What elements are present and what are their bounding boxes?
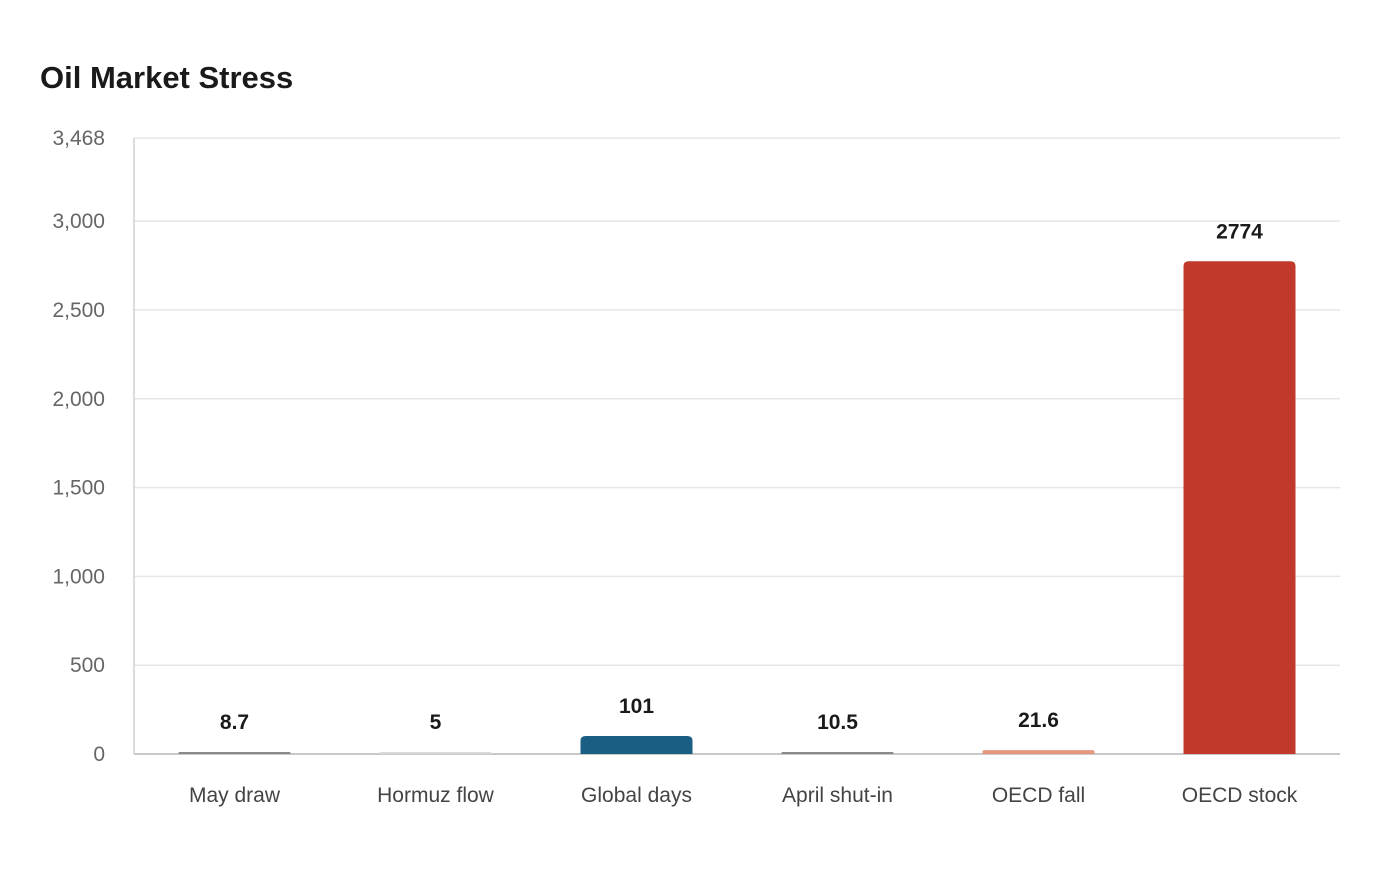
chart-title: Oil Market Stress	[40, 60, 294, 95]
y-tick-label: 3,468	[52, 127, 105, 150]
x-tick-label: May draw	[189, 784, 281, 807]
x-tick-label: April shut-in	[782, 784, 893, 807]
data-label: 5	[430, 711, 442, 734]
y-tick-label: 1,000	[52, 565, 105, 588]
bar	[1183, 261, 1296, 754]
y-tick-label: 0	[93, 743, 105, 766]
y-tick-label: 1,500	[52, 477, 105, 500]
y-tick-label: 3,000	[52, 210, 105, 233]
bar	[781, 752, 894, 754]
data-label: 21.6	[1018, 709, 1059, 732]
bar	[379, 752, 492, 754]
x-tick-label: OECD stock	[1182, 784, 1298, 807]
y-tick-label: 500	[70, 654, 105, 677]
bar	[982, 750, 1095, 754]
x-tick-label: OECD fall	[992, 784, 1085, 807]
x-tick-label: Global days	[581, 784, 692, 807]
data-label: 10.5	[817, 711, 858, 734]
data-label: 2774	[1216, 220, 1263, 243]
bar	[178, 752, 291, 754]
y-tick-label: 2,000	[52, 388, 105, 411]
data-label: 101	[619, 695, 654, 718]
bar	[580, 736, 693, 754]
data-label: 8.7	[220, 711, 249, 734]
x-tick-label: Hormuz flow	[377, 784, 495, 807]
y-tick-label: 2,500	[52, 299, 105, 322]
